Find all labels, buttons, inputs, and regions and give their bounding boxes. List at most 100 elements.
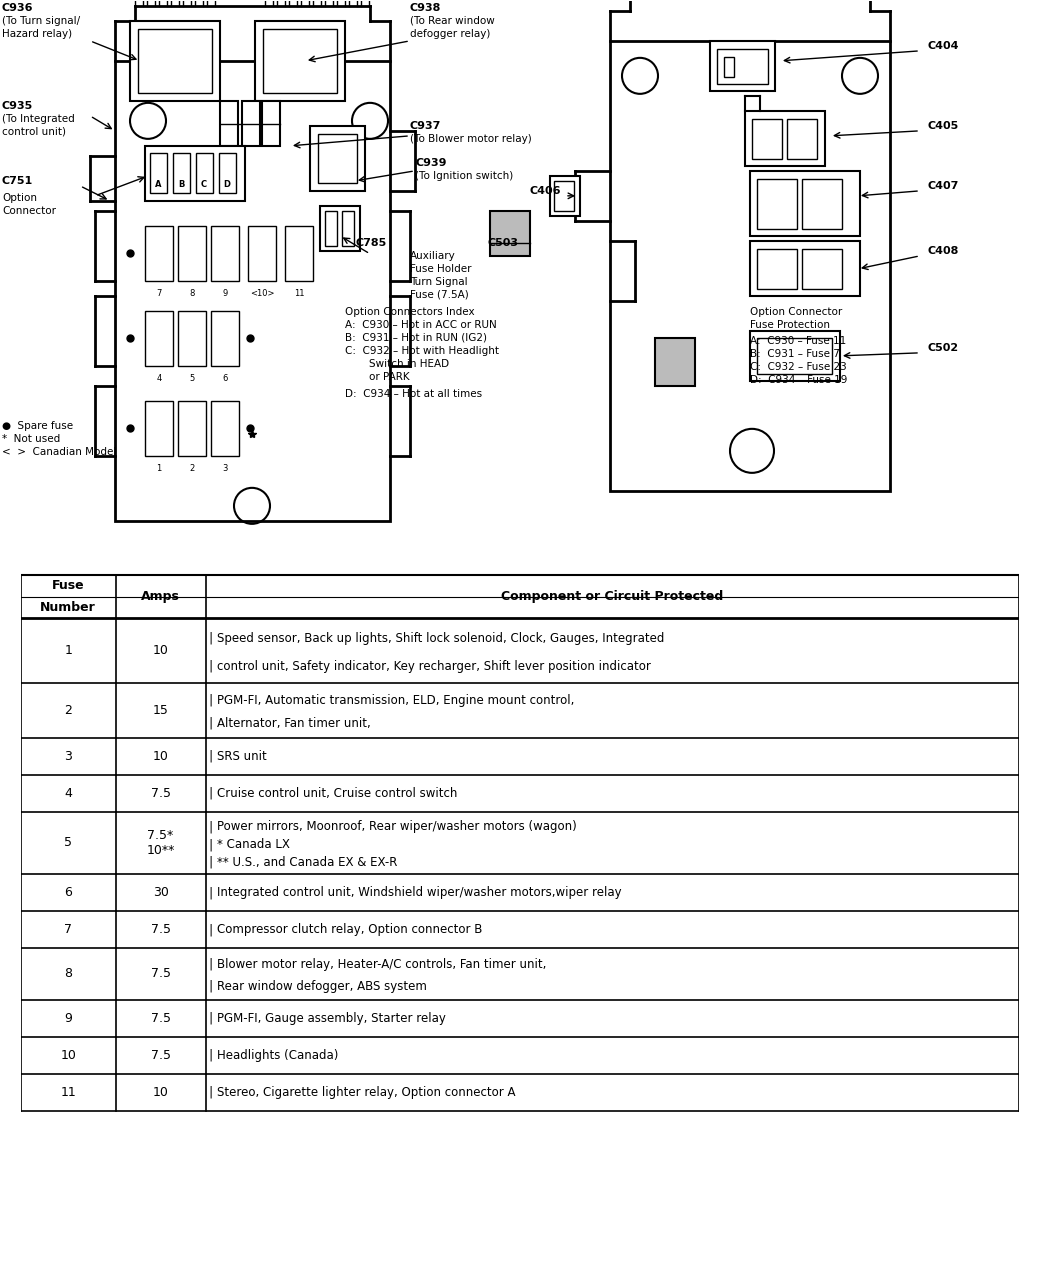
Text: Option Connectors Index: Option Connectors Index (345, 307, 474, 317)
Text: (To Ignition switch): (To Ignition switch) (415, 171, 514, 181)
Text: A:  C930 – Fuse 11: A: C930 – Fuse 11 (750, 336, 847, 346)
Text: (To Turn signal/: (To Turn signal/ (2, 15, 80, 26)
Text: <  >  Canadian Model: < > Canadian Model (2, 446, 116, 457)
Text: C:  C932 – Hot with Headlight: C: C932 – Hot with Headlight (345, 346, 499, 355)
Text: Connector: Connector (2, 205, 56, 216)
Bar (610, 41, 890, 491)
Text: 7.5: 7.5 (151, 1011, 171, 1025)
Text: Number: Number (41, 600, 96, 613)
Text: Option: Option (2, 192, 37, 203)
Text: 7.5: 7.5 (151, 786, 171, 799)
Text: C785: C785 (355, 237, 386, 248)
Text: Cruise control unit, Cruise control switch: Cruise control unit, Cruise control swit… (217, 786, 458, 799)
Text: |: | (208, 958, 213, 971)
Bar (757, 337, 832, 373)
Text: |: | (208, 1085, 213, 1098)
Text: 6: 6 (64, 887, 72, 899)
Text: B:  C931 – Hot in RUN (IG2): B: C931 – Hot in RUN (IG2) (345, 332, 487, 343)
Text: C404: C404 (928, 41, 960, 51)
Text: 7.5: 7.5 (151, 924, 171, 937)
Text: Blower motor relay, Heater-A/C controls, Fan timer unit,: Blower motor relay, Heater-A/C controls,… (217, 958, 547, 971)
Bar (757, 249, 797, 289)
Text: 1: 1 (64, 644, 72, 657)
Text: 10: 10 (153, 749, 168, 762)
Text: C936: C936 (2, 3, 33, 13)
Text: C502: C502 (928, 343, 959, 353)
Text: |: | (208, 749, 213, 762)
Text: C939: C939 (415, 158, 446, 168)
Text: |: | (208, 717, 213, 730)
Bar (263, 28, 337, 92)
Bar (310, 126, 365, 191)
Text: <10>: <10> (250, 289, 275, 298)
Text: Stereo, Cigarette lighter relay, Option connector A: Stereo, Cigarette lighter relay, Option … (217, 1085, 516, 1098)
Text: Fuse: Fuse (52, 580, 84, 593)
Text: 7.5: 7.5 (151, 1048, 171, 1061)
Text: C503: C503 (488, 237, 519, 248)
Text: |: | (208, 856, 213, 869)
Bar (130, 21, 220, 101)
Text: or PARK: or PARK (369, 372, 410, 382)
Text: |: | (208, 887, 213, 899)
Bar (787, 119, 817, 159)
Text: D:  C934 – Fuse 19: D: C934 – Fuse 19 (750, 375, 848, 385)
Bar (145, 146, 245, 201)
Text: 30: 30 (153, 887, 168, 899)
Text: PGM-FI, Gauge assembly, Starter relay: PGM-FI, Gauge assembly, Starter relay (217, 1011, 446, 1025)
Text: 2: 2 (189, 464, 194, 473)
Text: control unit, Safety indicator, Key recharger, Shift lever position indicator: control unit, Safety indicator, Key rech… (217, 659, 651, 672)
Text: |: | (208, 1048, 213, 1061)
Text: Integrated control unit, Windshield wiper/washer motors,wiper relay: Integrated control unit, Windshield wipe… (217, 887, 622, 899)
Bar (219, 153, 236, 192)
Bar (710, 41, 775, 91)
Text: Fuse (7.5A): Fuse (7.5A) (410, 290, 469, 300)
Text: Amps: Amps (141, 590, 180, 603)
Bar (750, 171, 860, 236)
Text: C407: C407 (928, 181, 959, 191)
Text: 15: 15 (153, 704, 168, 717)
Text: |: | (208, 659, 213, 672)
Text: C408: C408 (928, 246, 959, 255)
Bar (115, 60, 390, 521)
Bar (490, 210, 530, 255)
Text: Compressor clutch relay, Option connector B: Compressor clutch relay, Option connecto… (217, 924, 483, 937)
Text: control unit): control unit) (2, 127, 66, 137)
Text: |: | (208, 924, 213, 937)
Bar (724, 56, 734, 77)
Text: ** U.S., and Canada EX & EX-R: ** U.S., and Canada EX & EX-R (217, 856, 398, 869)
Bar (320, 205, 360, 251)
Text: |: | (208, 694, 213, 707)
Bar (178, 226, 206, 281)
Bar (752, 119, 782, 159)
Bar (757, 178, 797, 228)
Text: Option Connector: Option Connector (750, 307, 842, 317)
Bar (342, 210, 354, 246)
Bar (145, 226, 173, 281)
Text: Turn Signal: Turn Signal (410, 277, 468, 287)
Bar (554, 181, 574, 210)
Text: C405: C405 (928, 121, 959, 131)
Text: 3: 3 (64, 749, 72, 762)
Text: D:  C934 – Hot at all times: D: C934 – Hot at all times (345, 389, 483, 399)
Bar (211, 400, 239, 455)
Bar (550, 176, 580, 216)
Text: ●  Spare fuse: ● Spare fuse (2, 421, 73, 431)
Text: B: B (178, 180, 184, 189)
Text: C751: C751 (2, 176, 33, 186)
Bar (318, 133, 357, 183)
Bar (255, 21, 345, 101)
Text: C:  C932 – Fuse 23: C: C932 – Fuse 23 (750, 362, 847, 372)
Bar (211, 226, 239, 281)
Text: |: | (208, 633, 213, 645)
Text: 4: 4 (156, 373, 161, 382)
Bar (285, 226, 313, 281)
Text: Switch in HEAD: Switch in HEAD (369, 359, 449, 368)
Bar (242, 101, 260, 146)
Bar (248, 226, 276, 281)
Text: |: | (208, 786, 213, 799)
Text: Component or Circuit Protected: Component or Circuit Protected (501, 590, 724, 603)
Text: 5: 5 (189, 373, 194, 382)
Text: C: C (201, 180, 207, 189)
Text: D: D (224, 180, 231, 189)
Text: 11: 11 (60, 1085, 76, 1098)
